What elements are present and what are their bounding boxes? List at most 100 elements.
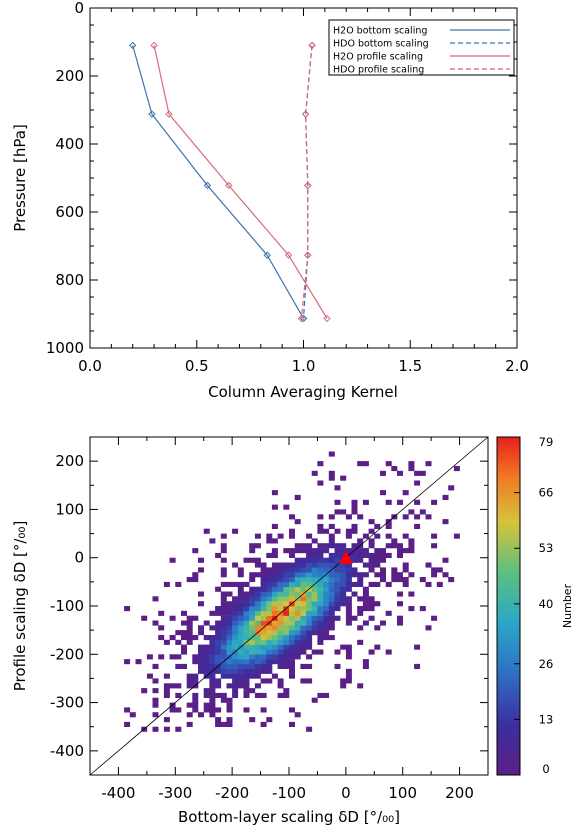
heatmap-cell xyxy=(408,538,415,544)
series-point xyxy=(301,110,310,118)
heatmap-cell xyxy=(340,644,347,650)
heatmap-cell xyxy=(328,562,335,568)
heatmap-cell xyxy=(402,514,409,520)
heatmap-cell xyxy=(294,639,301,645)
heatmap-cell xyxy=(334,615,341,621)
heatmap-cell xyxy=(323,577,330,583)
heatmap-cell xyxy=(192,577,199,583)
heatmap-cell xyxy=(323,601,330,607)
heatmap-cell xyxy=(385,523,392,529)
heatmap-cell xyxy=(334,649,341,655)
heatmap-cell xyxy=(283,601,290,607)
heatmap-cell xyxy=(323,615,330,621)
heatmap-cell xyxy=(442,519,449,525)
heatmap-cell xyxy=(220,533,227,539)
heatmap-cell xyxy=(374,572,381,578)
heatmap-cell xyxy=(340,678,347,684)
heatmap-cell xyxy=(260,692,267,698)
heatmap-cell xyxy=(351,523,358,529)
heatmap-cell xyxy=(226,635,233,641)
heatmap-cell xyxy=(334,543,341,549)
heatmap-cell xyxy=(391,538,398,544)
heatmap-cell xyxy=(209,538,216,544)
heatmap-cell xyxy=(232,596,239,602)
heatmap-cell xyxy=(294,644,301,650)
heatmap-cell xyxy=(323,596,330,602)
heatmap-cell xyxy=(402,577,409,583)
heatmap-cell xyxy=(124,707,131,713)
heatmap-cell xyxy=(306,596,313,602)
heatmap-cell xyxy=(254,610,261,616)
heatmap-cell xyxy=(289,577,295,583)
heatmap-cell xyxy=(306,591,313,597)
heatmap-cell xyxy=(277,577,284,583)
heatmap-cell xyxy=(289,606,295,612)
heatmap-cell xyxy=(237,615,244,621)
heatmap-cell xyxy=(243,610,250,616)
heatmap-cell xyxy=(368,557,375,563)
heatmap-cell xyxy=(317,548,324,554)
heatmap-cell xyxy=(243,659,250,665)
heatmap-cell xyxy=(306,726,313,732)
heatmap-cell xyxy=(414,644,421,650)
heatmap-cell xyxy=(317,649,324,655)
heatmap-cell xyxy=(289,659,295,665)
heatmap-cell xyxy=(237,581,244,587)
heatmap-cell xyxy=(368,528,375,534)
heatmap-cell xyxy=(220,639,227,645)
heatmap-cell xyxy=(215,717,222,723)
heatmap-cell xyxy=(436,581,443,587)
heatmap-cell xyxy=(340,548,347,554)
heatmap-cell xyxy=(260,644,267,650)
heatmap-cell xyxy=(249,668,256,674)
heatmap-cell xyxy=(442,494,449,500)
heatmap-cell xyxy=(289,649,295,655)
series-line-3 xyxy=(300,45,313,319)
heatmap-cell xyxy=(448,577,455,583)
heatmap-cell xyxy=(289,620,295,626)
heatmap-cell xyxy=(237,683,244,689)
bottom-x-tick-label: 100 xyxy=(388,784,417,802)
heatmap-cell xyxy=(203,644,210,650)
heatmap-cell xyxy=(186,625,193,631)
heatmap-cell xyxy=(283,659,290,665)
heatmap-cell xyxy=(345,668,352,674)
bottom-x-tick-label: 0 xyxy=(341,784,351,802)
heatmap-cell xyxy=(260,601,267,607)
heatmap-cell xyxy=(368,606,375,612)
heatmap-cell xyxy=(294,625,301,631)
heatmap-cell xyxy=(186,639,193,645)
heatmap-cell xyxy=(203,663,210,669)
heatmap-cell xyxy=(328,552,335,558)
legend-box xyxy=(328,19,515,76)
heatmap-cell xyxy=(323,543,330,549)
heatmap-cell xyxy=(220,635,227,641)
heatmap-cell xyxy=(198,557,204,563)
heatmap-cell xyxy=(266,601,273,607)
heatmap-cell xyxy=(283,620,290,626)
heatmap-cell xyxy=(328,610,335,616)
heatmap-cell xyxy=(328,557,335,563)
heatmap-cell xyxy=(289,610,295,616)
heatmap-cell xyxy=(431,572,438,578)
heatmap-cell xyxy=(226,668,233,674)
heatmap-cell xyxy=(357,610,364,616)
heatmap-cell xyxy=(277,620,284,626)
heatmap-cell xyxy=(283,562,290,568)
heatmap-cell xyxy=(425,562,432,568)
heatmap-cell xyxy=(232,601,239,607)
heatmap-cell xyxy=(254,668,261,674)
heatmap-cell xyxy=(357,514,364,520)
heatmap-cell xyxy=(380,548,386,554)
bottom-x-tick-label: -400 xyxy=(101,784,135,802)
heatmap-cell xyxy=(397,572,403,578)
heatmap-cell xyxy=(345,581,352,587)
heatmap-cell xyxy=(328,543,335,549)
heatmap-cell xyxy=(232,692,239,698)
heatmap-cell xyxy=(289,586,295,592)
heatmap-cell xyxy=(266,639,273,645)
heatmap-cell xyxy=(380,490,386,496)
heatmap-cell xyxy=(163,581,170,587)
heatmap-cell xyxy=(374,533,381,539)
heatmap-cell xyxy=(300,625,307,631)
